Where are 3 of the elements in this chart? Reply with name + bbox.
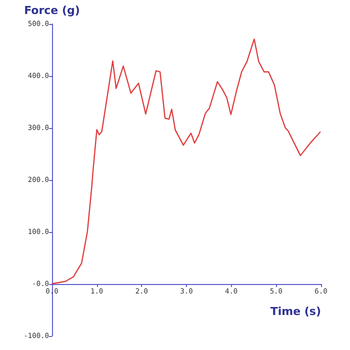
x-axis-title: Time (s): [270, 305, 321, 318]
y-axis-title: Force (g): [24, 4, 80, 17]
line-series: [51, 38, 321, 285]
